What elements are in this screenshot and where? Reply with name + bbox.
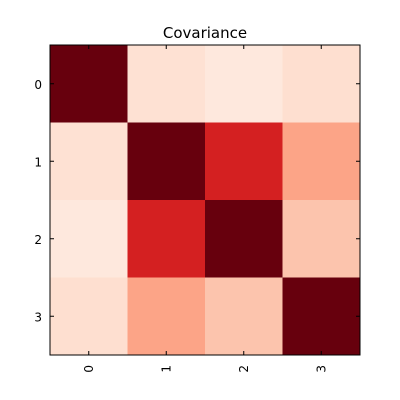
heatmap-cell-r1-c1 — [127, 122, 206, 201]
heatmap-cell-r0-c3 — [282, 45, 361, 123]
x-tick-label-3: 3 — [314, 365, 328, 373]
heatmap-cell-r0-c2 — [205, 45, 283, 123]
plot-frame — [49, 44, 361, 356]
heatmap-cell-r0-c0 — [50, 45, 128, 123]
heatmap-cell-r3-c2 — [205, 277, 283, 356]
axis-ticks: 0 1 2 3 0 1 2 3 — [34, 45, 360, 373]
heatmap-cell-r1-c0 — [50, 122, 128, 201]
x-tick-label-2: 2 — [237, 365, 251, 373]
heatmap-cells — [50, 45, 361, 356]
chart-title: Covariance — [163, 24, 247, 42]
y-tick-label-3: 3 — [34, 310, 42, 324]
heatmap-cell-r3-c3 — [282, 277, 361, 356]
heatmap-cell-r1-c3 — [282, 122, 361, 201]
heatmap-cell-r2-c1 — [127, 200, 206, 278]
heatmap-cell-r1-c2 — [205, 122, 283, 201]
heatmap-cell-r2-c3 — [282, 200, 361, 278]
x-tick-label-0: 0 — [82, 365, 96, 373]
heatmap-cell-r3-c1 — [127, 277, 206, 356]
heatmap-cell-r0-c1 — [127, 45, 206, 123]
heatmap-cell-r2-c0 — [50, 200, 128, 278]
x-tick-label-1: 1 — [159, 365, 173, 373]
y-tick-label-0: 0 — [34, 78, 42, 92]
y-tick-label-1: 1 — [34, 155, 42, 169]
y-tick-label-2: 2 — [34, 233, 42, 247]
heatmap-cell-r3-c0 — [50, 277, 128, 356]
heatmap-cell-r2-c2 — [205, 200, 283, 278]
